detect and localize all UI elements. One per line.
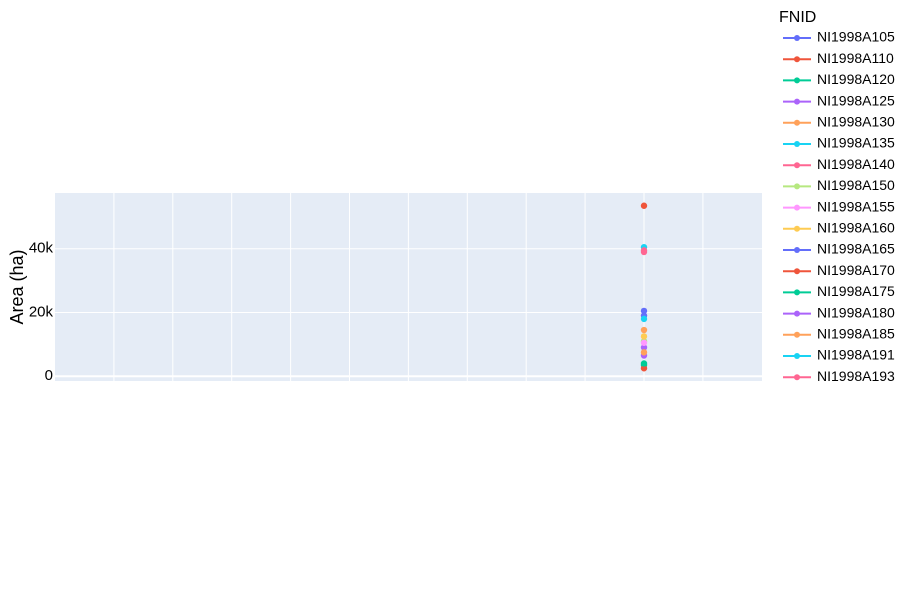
legend-marker — [794, 162, 800, 169]
data-points — [640, 202, 648, 372]
legend-marker — [794, 225, 800, 232]
legend-item[interactable]: NI1998A165 — [783, 241, 895, 257]
legend-marker — [794, 183, 800, 190]
legend-label: NI1998A125 — [817, 92, 895, 108]
legend-label: NI1998A110 — [817, 50, 894, 66]
data-point[interactable] — [640, 315, 648, 323]
legend-label: NI1998A160 — [817, 220, 895, 236]
legend-item[interactable]: NI1998A185 — [783, 326, 895, 342]
legend-marker — [794, 77, 800, 84]
legend-item[interactable]: NI1998A160 — [783, 220, 895, 236]
data-point[interactable] — [640, 349, 648, 356]
y-tick-label: 40k — [29, 240, 54, 257]
legend-item[interactable]: NI1998A120 — [783, 71, 895, 87]
data-point[interactable] — [640, 307, 648, 315]
legend-marker — [794, 331, 800, 338]
legend-item[interactable]: NI1998A180 — [783, 304, 895, 320]
legend[interactable]: NI1998A105 NI1998A110 NI1998A120 NI1998A125… — [783, 29, 895, 384]
legend-item[interactable]: NI1998A170 — [783, 262, 895, 278]
legend-item[interactable]: NI1998A150 — [783, 177, 895, 193]
data-point[interactable] — [640, 339, 648, 346]
legend-label: NI1998A155 — [817, 198, 895, 214]
legend-item[interactable]: NI1998A125 — [783, 92, 895, 108]
legend-label: NI1998A130 — [817, 114, 895, 130]
legend-label: NI1998A193 — [817, 368, 895, 384]
legend-marker — [794, 374, 800, 381]
legend-label: NI1998A170 — [817, 262, 895, 278]
legend-item[interactable]: NI1998A175 — [783, 283, 895, 299]
y-tick-label: 0 — [45, 367, 53, 384]
legend-item[interactable]: NI1998A193 — [783, 368, 895, 384]
legend-label: NI1998A180 — [817, 304, 895, 320]
legend-label: NI1998A135 — [817, 135, 895, 151]
y-axis-title: Area (ha) — [7, 249, 27, 324]
legend-label: NI1998A150 — [817, 177, 895, 193]
legend-item[interactable]: NI1998A191 — [783, 347, 895, 363]
legend-marker — [794, 247, 800, 253]
legend-item[interactable]: NI1998A130 — [783, 114, 895, 130]
legend-marker — [794, 141, 800, 147]
legend-label: NI1998A140 — [817, 156, 895, 172]
data-point[interactable] — [640, 247, 648, 254]
legend-marker — [794, 35, 800, 41]
data-point[interactable] — [640, 202, 648, 209]
data-point[interactable] — [640, 360, 648, 367]
legend-label: NI1998A191 — [817, 347, 895, 363]
legend-marker — [794, 268, 800, 275]
legend-item[interactable]: NI1998A135 — [783, 135, 895, 151]
legend-item[interactable]: NI1998A155 — [783, 198, 895, 214]
legend-marker — [794, 289, 800, 296]
y-tick-labels: 0 20k 40k — [29, 240, 54, 384]
legend-marker — [794, 204, 800, 211]
legend-label: NI1998A105 — [817, 29, 895, 45]
legend-label: NI1998A165 — [817, 241, 895, 257]
data-point[interactable] — [640, 344, 648, 351]
legend-marker — [794, 98, 800, 105]
legend-marker — [794, 310, 800, 317]
y-tick-label: 20k — [29, 303, 54, 320]
legend-label: NI1998A175 — [817, 283, 895, 299]
legend-marker — [794, 353, 800, 359]
legend-title: FNID — [779, 9, 816, 26]
data-point[interactable] — [640, 365, 648, 372]
legend-item[interactable]: NI1998A140 — [783, 156, 895, 172]
legend-marker — [794, 56, 800, 63]
legend-item[interactable]: NI1998A110 — [783, 50, 894, 66]
data-point[interactable] — [640, 326, 648, 334]
legend-label: NI1998A185 — [817, 326, 895, 342]
legend-label: NI1998A120 — [817, 71, 895, 87]
legend-item[interactable]: NI1998A105 — [783, 29, 895, 45]
legend-marker — [794, 119, 800, 126]
data-point[interactable] — [640, 333, 648, 340]
